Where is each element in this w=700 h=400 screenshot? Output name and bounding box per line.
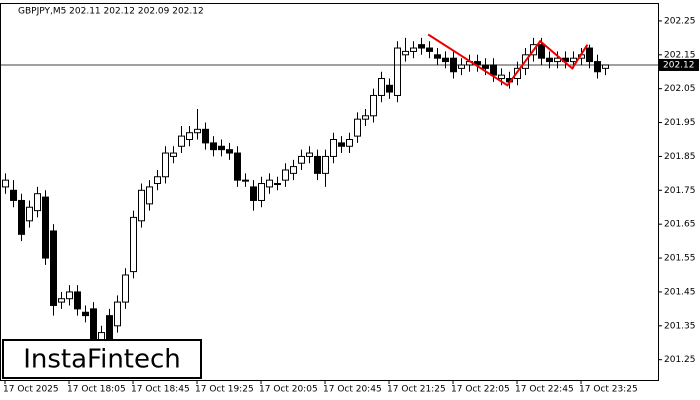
candle-body bbox=[34, 193, 41, 212]
candle-body bbox=[50, 230, 57, 306]
candle-body bbox=[514, 67, 521, 80]
candle-body bbox=[122, 274, 129, 303]
candle-body bbox=[170, 152, 177, 157]
candle-body bbox=[234, 152, 241, 181]
logo-box bbox=[2, 339, 202, 379]
candle-body bbox=[282, 169, 289, 181]
candle-body bbox=[290, 166, 297, 174]
candle-body bbox=[370, 94, 377, 117]
logo: InstaFintech bbox=[23, 345, 181, 375]
candle-body bbox=[242, 179, 249, 182]
x-tick-label: 17 Oct 19:25 bbox=[195, 385, 254, 395]
y-tick-label: 201.35 bbox=[664, 321, 696, 331]
candle-body bbox=[58, 298, 65, 303]
candle-body bbox=[114, 301, 121, 327]
candle-body bbox=[258, 183, 265, 201]
candle-body bbox=[362, 115, 369, 120]
candle-body bbox=[154, 176, 161, 185]
candle-body bbox=[354, 118, 361, 137]
candle-body bbox=[42, 196, 49, 259]
x-tick-label: 17 Oct 22:05 bbox=[451, 385, 510, 395]
candle-body bbox=[594, 61, 601, 73]
y-tick-label: 202.25 bbox=[664, 16, 696, 26]
candle-body bbox=[18, 199, 25, 235]
candle-body bbox=[418, 44, 425, 49]
candle-body bbox=[26, 206, 33, 222]
y-tick-label: 201.55 bbox=[664, 254, 696, 264]
candle-body bbox=[434, 54, 441, 59]
candle-body bbox=[306, 152, 313, 157]
candle-body bbox=[210, 142, 217, 151]
candle-body bbox=[138, 189, 145, 222]
candle-body bbox=[602, 64, 609, 69]
candle-body bbox=[250, 186, 257, 201]
y-tick-label: 202.05 bbox=[664, 84, 696, 94]
candle-body bbox=[586, 47, 593, 63]
candle-body bbox=[162, 152, 169, 178]
candle-body bbox=[130, 216, 137, 273]
y-tick-label: 201.95 bbox=[664, 118, 696, 128]
y-tick-label: 202.15 bbox=[664, 50, 696, 60]
candle-body bbox=[218, 145, 225, 151]
candle-body bbox=[458, 64, 465, 69]
y-tick-label: 201.75 bbox=[664, 186, 696, 196]
candle-body bbox=[346, 138, 353, 147]
y-tick-label: 201.45 bbox=[664, 287, 696, 297]
candle-body bbox=[338, 142, 345, 147]
candle-body bbox=[330, 138, 337, 157]
marks: 201.25 201.35 201.45 201.55 201.65 201.75 201.… bbox=[0, 16, 699, 395]
candle-body bbox=[178, 135, 185, 147]
candle-body bbox=[226, 149, 233, 154]
candle-body bbox=[386, 84, 393, 93]
candle-body bbox=[546, 57, 553, 63]
candle-body bbox=[410, 47, 417, 52]
x-tick-label: 17 Oct 21:25 bbox=[387, 385, 446, 395]
candle-body bbox=[426, 47, 433, 52]
candle-body bbox=[570, 57, 577, 63]
candle-body bbox=[186, 132, 193, 140]
candle-body bbox=[554, 57, 561, 63]
x-tick-label: 17 Oct 20:45 bbox=[323, 385, 382, 395]
candle-body bbox=[10, 189, 17, 201]
candle-body bbox=[146, 186, 153, 205]
candle-body bbox=[394, 47, 401, 96]
y-tick-label: 201.65 bbox=[664, 220, 696, 230]
x-tick-label: 17 Oct 18:45 bbox=[131, 385, 190, 395]
x-tick-label: 17 Oct 20:05 bbox=[259, 385, 318, 395]
candle-body bbox=[2, 179, 9, 188]
candle-body bbox=[490, 64, 497, 76]
candle-body bbox=[66, 291, 73, 300]
pattern-line bbox=[427, 33, 589, 87]
candle-body bbox=[442, 57, 449, 63]
candle-body bbox=[266, 179, 273, 188]
candle-body bbox=[274, 183, 281, 186]
price-tag bbox=[659, 58, 699, 71]
candle-body bbox=[82, 311, 89, 317]
candle-body bbox=[482, 64, 489, 69]
x-tick-label: 17 Oct 18:05 bbox=[67, 385, 126, 395]
plot-frame bbox=[0, 3, 659, 381]
candle-body bbox=[402, 50, 409, 56]
price-tag-label: 202.12 bbox=[663, 60, 695, 70]
candle-body bbox=[106, 315, 113, 344]
candle-body bbox=[378, 78, 385, 96]
candle-body bbox=[314, 155, 321, 174]
y-tick-label: 201.25 bbox=[664, 355, 696, 365]
chart-title: GBPJPY,M5 202.11 202.12 202.09 202.12 bbox=[18, 7, 204, 17]
candle-body bbox=[322, 155, 329, 174]
candle-body bbox=[202, 128, 209, 144]
candle-body bbox=[538, 44, 545, 59]
x-tick-label: 17 Oct 23:25 bbox=[579, 385, 638, 395]
y-tick-label: 201.85 bbox=[664, 152, 696, 162]
candle-body bbox=[298, 155, 305, 164]
candle-body bbox=[74, 291, 81, 310]
x-tick-label: 17 Oct 22:45 bbox=[515, 385, 574, 395]
candle-body bbox=[194, 128, 201, 134]
candle-body bbox=[498, 74, 505, 80]
x-tick-label: 17 Oct 2025 bbox=[3, 385, 59, 395]
